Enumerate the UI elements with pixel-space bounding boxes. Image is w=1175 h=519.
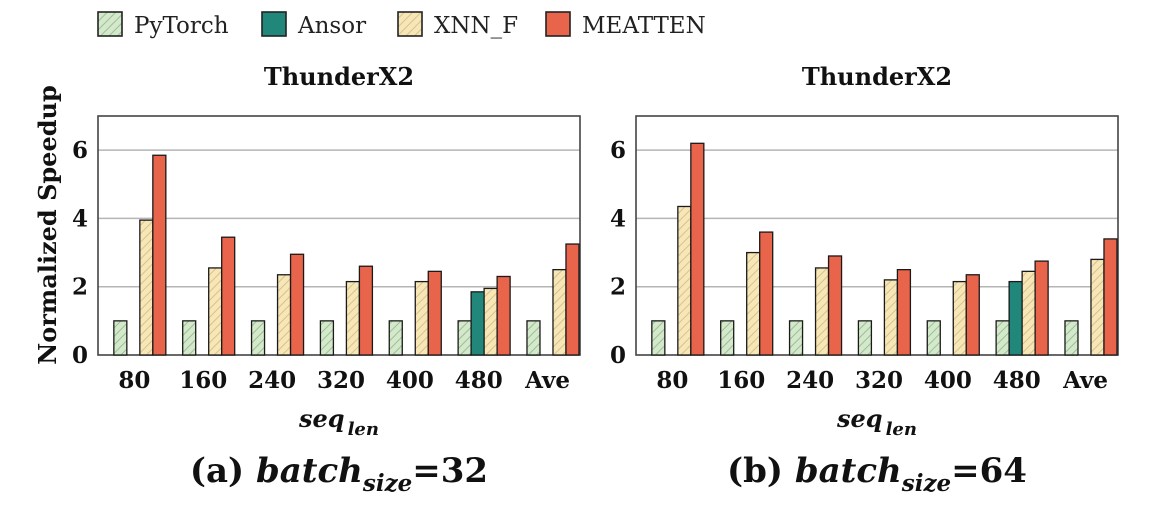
x-tick-label-a-240: 240 <box>248 367 296 394</box>
x-tick-label-b-80: 80 <box>656 367 688 394</box>
legend-item-ansor: Ansor <box>261 11 366 39</box>
bar-b-pytorch-480 <box>995 320 1010 356</box>
legend-swatch-pytorch <box>97 11 123 37</box>
plot-frame-b <box>635 115 1119 356</box>
y-tick-label-b-0: 0 <box>610 342 626 369</box>
x-tick-label-b-320: 320 <box>855 367 903 394</box>
x-tick-label-b-480: 480 <box>993 367 1041 394</box>
caption-b: (b) batchsize=64 <box>727 451 1027 497</box>
bar-b-pytorch-ave <box>1064 320 1079 356</box>
x-axis-label-b: seq len <box>836 404 917 440</box>
legend-item-pytorch: PyTorch <box>97 11 229 39</box>
bar-a-pytorch-80 <box>113 320 128 356</box>
legend-swatch-xnn-f <box>397 11 423 37</box>
y-tick-label-b-4: 4 <box>610 205 626 232</box>
bar-a-meatten-80 <box>152 154 167 356</box>
bar-b-xnn-f-ave <box>1090 258 1105 356</box>
bar-b-pytorch-160 <box>720 320 735 356</box>
y-tick-label-a-4: 4 <box>72 205 88 232</box>
x-tick-label-b-240: 240 <box>786 367 834 394</box>
bar-b-xnn-f-240 <box>814 267 830 356</box>
legend-label-pytorch: PyTorch <box>134 13 229 39</box>
bar-b-xnn-f-80 <box>677 205 692 356</box>
y-tick-label-a-6: 6 <box>72 137 88 164</box>
caption-a: (a) batchsize=32 <box>190 451 488 497</box>
bar-a-meatten-ave <box>565 243 580 356</box>
bar-a-pytorch-480 <box>457 320 472 356</box>
legend-item-meatten: MEATTEN <box>545 11 706 39</box>
bar-a-ansor-480 <box>470 291 485 356</box>
bar-a-meatten-320 <box>358 265 374 356</box>
bar-b-meatten-240 <box>827 255 843 356</box>
bar-a-meatten-160 <box>221 236 236 356</box>
bar-a-pytorch-320 <box>319 320 335 356</box>
bar-b-meatten-160 <box>759 231 774 356</box>
bar-b-pytorch-320 <box>857 320 873 356</box>
x-tick-label-b-160: 160 <box>717 367 765 394</box>
plot-frame-a <box>97 115 581 356</box>
x-tick-label-a-80: 80 <box>118 367 150 394</box>
legend-swatch-meatten <box>545 11 571 37</box>
bar-b-ansor-480 <box>1008 280 1023 356</box>
y-axis-label: Normalized Speedup <box>33 85 62 364</box>
panel-a-title: ThunderX2 <box>264 62 414 91</box>
panel-b-title: ThunderX2 <box>802 62 952 91</box>
bar-b-xnn-f-480 <box>1021 270 1036 356</box>
y-tick-label-a-0: 0 <box>72 342 88 369</box>
bar-a-pytorch-240 <box>250 320 266 356</box>
y-tick-label-a-2: 2 <box>72 274 88 301</box>
bar-b-xnn-f-160 <box>746 251 761 356</box>
bar-b-meatten-400 <box>965 274 980 356</box>
bar-a-xnn-f-240 <box>276 274 292 356</box>
x-tick-label-a-480: 480 <box>455 367 503 394</box>
bar-b-meatten-80 <box>690 142 705 356</box>
bar-b-pytorch-400 <box>926 320 941 356</box>
bar-a-pytorch-400 <box>388 320 403 356</box>
bar-a-xnn-f-ave <box>552 268 567 356</box>
x-axis-label-a: seq len <box>298 404 379 440</box>
bar-b-meatten-ave <box>1103 238 1118 356</box>
bar-b-meatten-320 <box>896 268 912 356</box>
legend-label-meatten: MEATTEN <box>582 13 706 39</box>
bar-a-xnn-f-160 <box>208 267 223 356</box>
bar-b-xnn-f-400 <box>952 280 967 356</box>
x-tick-label-a-160: 160 <box>179 367 227 394</box>
bar-a-xnn-f-400 <box>414 280 429 356</box>
bar-a-pytorch-160 <box>182 320 197 356</box>
bar-a-meatten-400 <box>427 270 442 356</box>
bar-a-meatten-240 <box>289 253 305 356</box>
x-tick-label-b-ave: Ave <box>1062 367 1108 394</box>
panel-a: ThunderX2 0 2 4 6 80 160 240 320 400 480 Ave seq len (… <box>72 62 581 497</box>
legend-item-xnn-f: XNN_F <box>397 11 518 39</box>
legend-label-ansor: Ansor <box>297 13 366 39</box>
bar-b-pytorch-240 <box>788 320 804 356</box>
x-tick-label-a-320: 320 <box>317 367 365 394</box>
bar-b-xnn-f-320 <box>883 279 899 356</box>
bar-b-meatten-480 <box>1034 260 1049 356</box>
bar-a-xnn-f-480 <box>483 287 498 356</box>
x-tick-label-a-400: 400 <box>386 367 434 394</box>
y-tick-label-b-2: 2 <box>610 274 626 301</box>
bar-a-xnn-f-320 <box>345 280 361 356</box>
bar-a-pytorch-ave <box>526 320 541 356</box>
legend-label-xnn-f: XNN_F <box>434 13 518 39</box>
x-tick-label-a-ave: Ave <box>524 367 570 394</box>
bar-a-xnn-f-80 <box>139 219 154 356</box>
legend: PyTorch Ansor XNN_F MEATTEN <box>97 11 706 39</box>
bar-a-meatten-480 <box>496 275 511 356</box>
panel-b: ThunderX2 0 2 4 6 80 160 240 320 400 480 Ave seq len (… <box>610 62 1119 497</box>
bar-b-pytorch-80 <box>651 320 666 356</box>
y-tick-label-b-6: 6 <box>610 137 626 164</box>
x-tick-label-b-400: 400 <box>924 367 972 394</box>
legend-swatch-ansor <box>261 11 287 37</box>
